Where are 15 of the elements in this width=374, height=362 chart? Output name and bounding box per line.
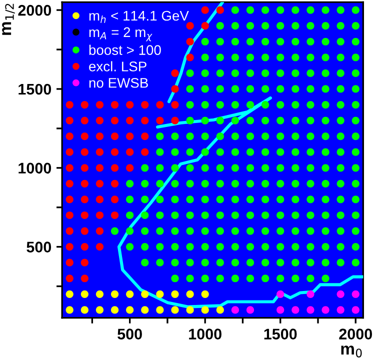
legend-label: m$_{h}$ < 114.1 GeV	[89, 10, 189, 23]
y-axis-title: m$_{1/2}$	[2, 4, 15, 35]
y-tick-label: 2000	[18, 4, 52, 16]
x-tick-label: 2000	[339, 328, 372, 340]
x-tick-label: 1000	[189, 328, 222, 340]
legend-label: excl. LSP	[89, 61, 146, 72]
legend-label: no EWSB	[89, 78, 148, 88]
legend-label: m$_{A}$ = 2 m$_{χ}$	[89, 27, 152, 42]
y-tick-label: 1500	[18, 84, 52, 95]
y-tick-label: 500	[26, 242, 52, 252]
x-tick-label: 500	[118, 328, 142, 340]
x-axis-title: m$_{0}$	[341, 346, 362, 358]
y-tick-label: 1000	[18, 162, 52, 174]
legend-label: boost > 100	[89, 44, 161, 55]
x-tick-label: 1500	[264, 328, 297, 340]
